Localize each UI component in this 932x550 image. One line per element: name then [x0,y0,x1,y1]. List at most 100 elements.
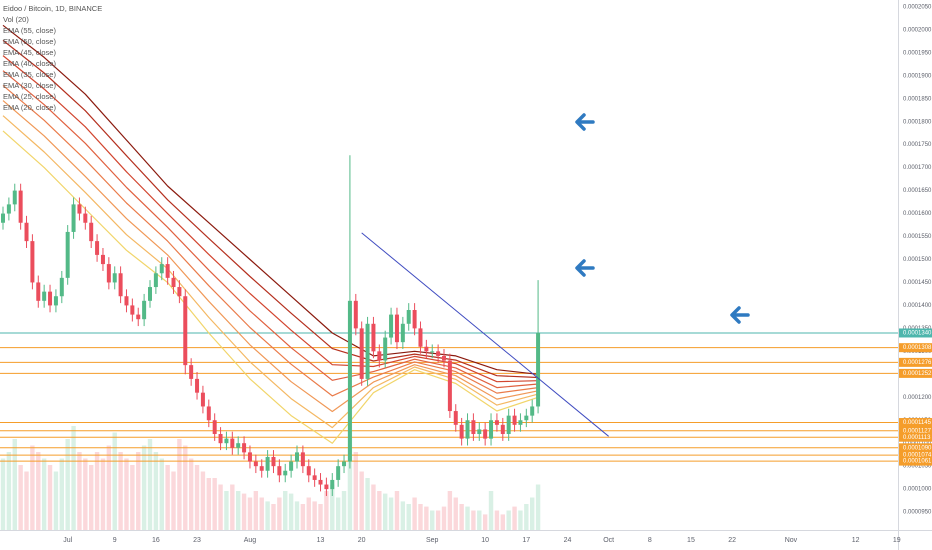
y-tick-label: 0.0001000 [903,487,932,493]
candle-body [506,415,511,435]
candle-body [447,360,452,412]
candle-body [224,438,229,444]
volume-bar [224,491,229,530]
level-label-box [899,343,932,353]
volume-bar [188,458,194,530]
volume-bar [306,497,311,530]
candle-body [442,355,446,361]
candle-body [183,296,188,366]
legend-entry: EMA (35, close) [3,70,56,79]
y-tick-label: 0.0001700 [903,165,932,171]
volume-bar [535,484,541,530]
volume-bar [300,504,306,530]
x-tick-label: Nov [785,537,798,544]
volume-bar [465,506,470,530]
volume-bar [488,491,494,530]
candle-body [59,277,64,297]
candle-body [265,456,270,471]
level-label: 0.0001113 [903,435,931,441]
x-tick-label: 17 [522,537,530,544]
candle-body [77,204,82,214]
candle-body [6,204,11,214]
volume-bar [441,506,447,530]
candle-body [200,392,205,407]
volume-bar [271,504,276,530]
volume-bar [0,458,6,530]
level-label: 0.0001074 [903,453,932,459]
volume-bar [324,491,329,530]
candle-body [430,351,435,353]
level-label: 0.0001090 [903,445,932,451]
y-tick-label: 0.0002000 [903,27,932,33]
level-label: 0.0001252 [903,371,932,377]
level-label: 0.0001308 [903,345,932,351]
candle-body [212,420,217,435]
candle-body [153,273,158,288]
candle-body [536,332,541,407]
candle-body [300,452,305,467]
volume-bar [377,491,382,530]
candle-body [189,365,194,379]
candle-body [318,479,323,485]
y-tick-label: 0.0001950 [903,50,932,56]
volume-bar [136,452,141,530]
axis-layer: 0.00009500.00010000.00010500.00011000.00… [63,4,932,544]
candle-body [30,241,35,283]
y-tick-label: 0.0001400 [903,303,932,309]
x-tick-label: 8 [648,537,652,544]
candle-body [436,351,441,356]
candle-body [412,310,417,329]
level-label-box [899,426,932,436]
candle-body [330,479,335,490]
level-label-box [899,443,932,453]
volume-bar [247,497,253,530]
legend-entry: EMA (25, close) [3,92,56,101]
level-label-box [899,368,932,378]
candle-body [353,300,358,329]
x-tick-label: 12 [852,537,860,544]
x-tick-label: Sep [426,537,439,544]
x-tick-label: 23 [193,537,201,544]
candle-body [171,277,176,288]
volume-bar [412,497,417,530]
candle-body [106,264,111,283]
candle-body [400,323,405,343]
level-label-box [899,357,932,367]
legend-entry: EMA (20, close) [3,103,56,112]
candle-body [148,287,152,301]
x-tick-label: 20 [358,537,366,544]
volume-bar [471,510,476,530]
legend-entry: EMA (55, close) [3,26,56,35]
level-label-box [899,418,932,428]
candle-body [312,475,317,480]
candle-layer [1,155,541,497]
candle-body [159,264,164,274]
candle-body [424,346,429,352]
candle-body [130,305,135,315]
level-label: 0.0001340 [903,331,932,337]
volume-bar [83,458,88,530]
level-label: 0.0001276 [903,360,932,366]
volume-bar [518,510,523,530]
x-tick-label: 10 [481,537,489,544]
volume-bar [241,493,247,530]
volume-bar [218,484,223,530]
ema-line [2,24,539,375]
volume-bar [459,504,464,530]
volume-bar [100,458,106,530]
candle-body [418,328,423,347]
candle-body [389,314,394,338]
volume-bar [183,445,188,530]
volume-bar [265,501,270,530]
arrow [575,113,595,131]
volume-bar [194,465,200,530]
candle-body [177,287,182,297]
volume-bar [365,478,370,530]
candle-body [365,323,370,379]
candle-body [124,296,129,306]
volume-bar [430,510,435,530]
volume-bar [530,497,535,530]
volume-bar [94,452,100,530]
y-tick-label: 0.0001650 [903,188,932,194]
